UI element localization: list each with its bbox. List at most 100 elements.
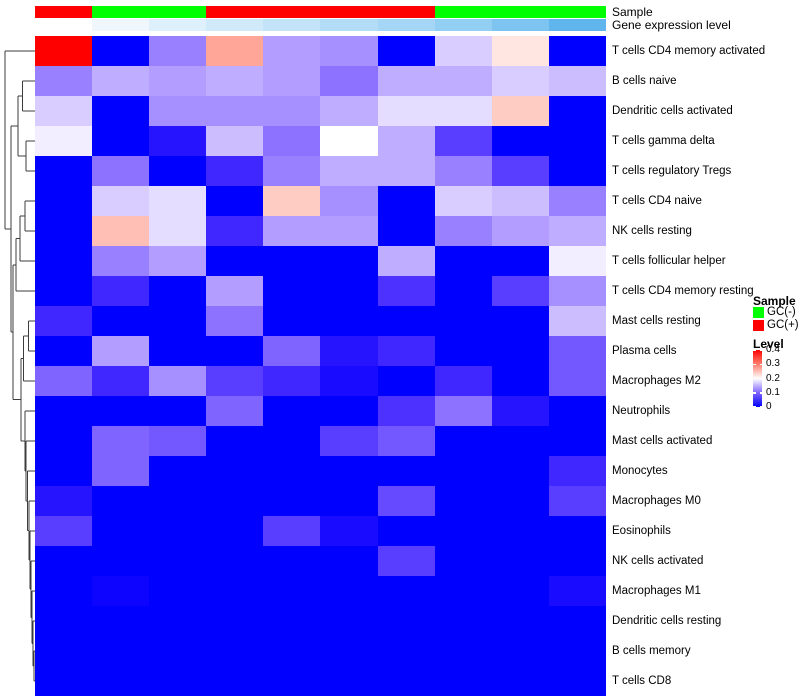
annotation-cell-gene-expression <box>491 19 549 31</box>
heatmap-cell <box>377 216 435 246</box>
heatmap-cell <box>320 276 378 306</box>
heatmap-cell <box>548 96 606 126</box>
heatmap-cell <box>434 96 492 126</box>
row-label: T cells CD4 memory resting <box>612 285 754 297</box>
heatmap-cell <box>149 426 207 456</box>
row-label: Monocytes <box>612 465 668 477</box>
heatmap-cell <box>206 516 264 546</box>
heatmap-cell <box>320 336 378 366</box>
annotation-cell-gene-expression <box>548 19 606 31</box>
heatmap-cell <box>548 216 606 246</box>
heatmap-cell <box>434 246 492 276</box>
heatmap-cell <box>206 366 264 396</box>
heatmap-cell <box>206 456 264 486</box>
heatmap-cell <box>491 186 549 216</box>
heatmap-cell <box>377 66 435 96</box>
heatmap-cell <box>434 576 492 606</box>
heatmap-cell <box>92 306 150 336</box>
heatmap-cell <box>548 126 606 156</box>
heatmap-cell <box>35 396 93 426</box>
row-label: Plasma cells <box>612 345 677 357</box>
annotation-cell-sample <box>149 6 207 18</box>
heatmap-cell <box>92 366 150 396</box>
heatmap-cell <box>92 66 150 96</box>
heatmap-cell <box>35 426 93 456</box>
heatmap-cell <box>320 186 378 216</box>
heatmap-cell <box>92 426 150 456</box>
heatmap-cell <box>206 156 264 186</box>
heatmap-cell <box>263 456 321 486</box>
heatmap-cell <box>92 336 150 366</box>
legend-gradient-bar <box>753 350 762 407</box>
heatmap-cell <box>320 666 378 696</box>
heatmap-cell <box>320 306 378 336</box>
legend-tick-mark <box>759 377 762 380</box>
legend-sample-title: Sample <box>753 294 796 308</box>
heatmap-cell <box>377 546 435 576</box>
heatmap-cell <box>263 396 321 426</box>
heatmap-cell <box>149 606 207 636</box>
heatmap-cell <box>377 516 435 546</box>
heatmap-cell <box>548 246 606 276</box>
heatmap-cell <box>434 666 492 696</box>
annotation-cell-gene-expression <box>377 19 435 31</box>
heatmap-cell <box>263 276 321 306</box>
legend-tick-mark <box>759 363 762 365</box>
legend-level-title: Level <box>753 337 784 351</box>
heatmap-cell <box>206 546 264 576</box>
heatmap-cell <box>377 396 435 426</box>
heatmap-cell <box>548 156 606 186</box>
heatmap-cell <box>320 516 378 546</box>
heatmap-cell <box>206 336 264 366</box>
heatmap-cell <box>149 186 207 216</box>
heatmap-cell <box>206 126 264 156</box>
heatmap-cell <box>206 486 264 516</box>
heatmap-cell <box>206 606 264 636</box>
heatmap-cell <box>548 36 606 66</box>
heatmap-cell <box>35 156 93 186</box>
legend-tick-label: 0 <box>766 401 772 412</box>
heatmap-cell <box>149 456 207 486</box>
heatmap-cell <box>377 156 435 186</box>
row-label: Dendritic cells resting <box>612 615 722 627</box>
heatmap-cell <box>35 246 93 276</box>
heatmap-cell <box>263 66 321 96</box>
heatmap-cell <box>491 666 549 696</box>
annotation-cell-sample <box>377 6 435 18</box>
heatmap-cell <box>149 276 207 306</box>
heatmap-cell <box>491 66 549 96</box>
heatmap-cell <box>149 306 207 336</box>
row-label: T cells CD4 naive <box>612 195 702 207</box>
heatmap-cell <box>263 126 321 156</box>
heatmap-cell <box>320 396 378 426</box>
heatmap-cell <box>491 246 549 276</box>
heatmap-cell <box>377 366 435 396</box>
row-label: Mast cells activated <box>612 435 713 447</box>
annotation-bar-gene-expression <box>35 19 606 31</box>
heatmap-cell <box>434 66 492 96</box>
heatmap-cell <box>149 546 207 576</box>
heatmap-cell <box>491 546 549 576</box>
heatmap-cell <box>35 636 93 666</box>
annotation-cell-sample <box>206 6 264 18</box>
heatmap-cell <box>491 36 549 66</box>
heatmap-cell <box>320 426 378 456</box>
heatmap-cell <box>491 156 549 186</box>
heatmap-cell <box>491 366 549 396</box>
heatmap-cell <box>377 36 435 66</box>
heatmap-cell <box>149 366 207 396</box>
row-label: T cells regulatory Tregs <box>612 165 732 177</box>
heatmap-cell <box>320 246 378 276</box>
heatmap-cell <box>434 156 492 186</box>
heatmap-cell <box>491 276 549 306</box>
heatmap-cell <box>263 306 321 336</box>
heatmap-cell <box>92 186 150 216</box>
heatmap-cell <box>149 396 207 426</box>
heatmap-cell <box>434 36 492 66</box>
heatmap-cell <box>434 606 492 636</box>
heatmap-cell <box>320 606 378 636</box>
heatmap-cell <box>263 246 321 276</box>
annotation-cell-gene-expression <box>206 19 264 31</box>
annotation-cell-sample <box>92 6 150 18</box>
